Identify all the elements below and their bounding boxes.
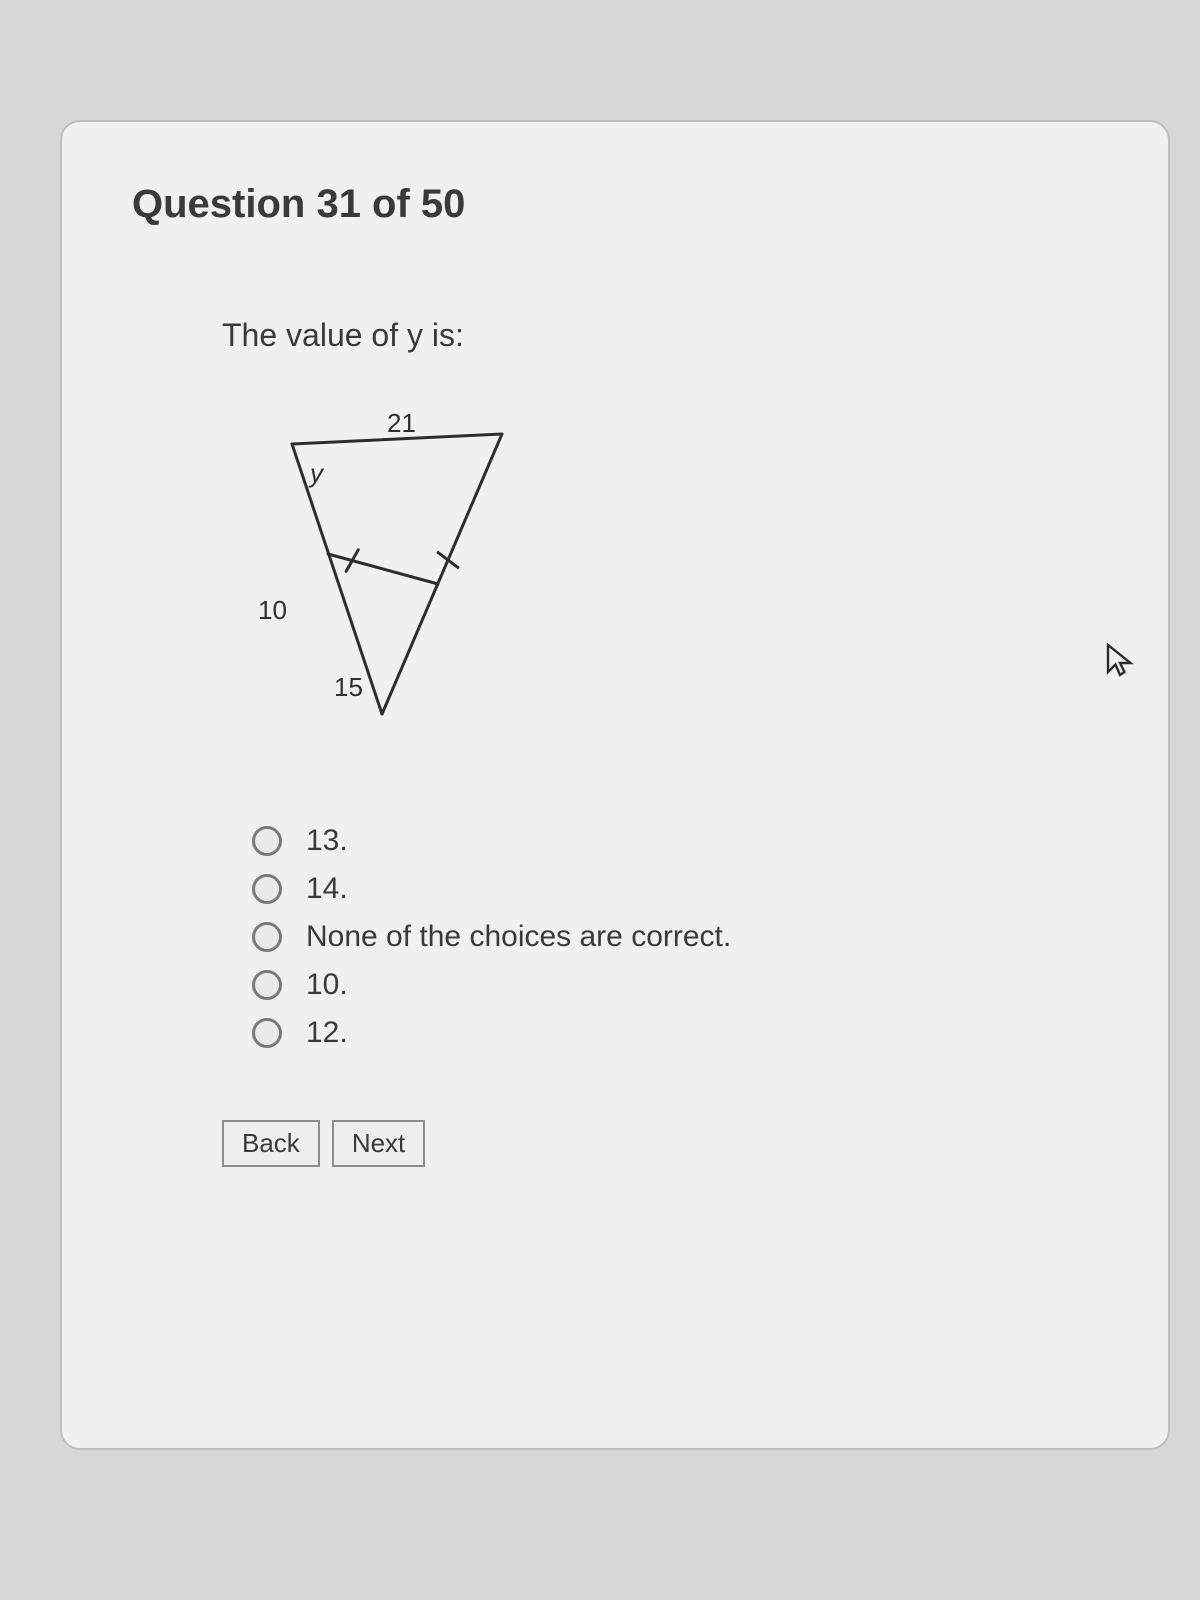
choice-label: None of the choices are correct. [306,920,731,954]
choice-label: 10. [306,968,348,1002]
nav-buttons: Back Next [222,1120,1108,1167]
triangle-figure: 21 y 10 15 [252,404,1108,764]
choice-1[interactable]: 13. [252,824,1108,858]
choice-label: 14. [306,872,348,906]
radio-icon [252,1018,282,1048]
svg-text:15: 15 [334,672,363,702]
next-button[interactable]: Next [332,1120,425,1167]
choice-4[interactable]: 10. [252,968,1108,1002]
radio-icon [252,970,282,1000]
radio-icon [252,922,282,952]
question-header: Question 31 of 50 [132,182,1108,227]
svg-text:21: 21 [387,408,416,438]
svg-text:10: 10 [258,595,287,625]
choice-label: 13. [306,824,348,858]
choice-label: 12. [306,1016,348,1050]
answer-choices: 13. 14. None of the choices are correct.… [252,824,1108,1050]
svg-text:y: y [308,458,325,488]
choice-5[interactable]: 12. [252,1016,1108,1050]
question-card: Question 31 of 50 The value of y is: 21 y… [60,120,1170,1450]
radio-icon [252,826,282,856]
question-prompt: The value of y is: [222,317,1108,354]
back-button[interactable]: Back [222,1120,320,1167]
choice-3[interactable]: None of the choices are correct. [252,920,1108,954]
radio-icon [252,874,282,904]
choice-2[interactable]: 14. [252,872,1108,906]
